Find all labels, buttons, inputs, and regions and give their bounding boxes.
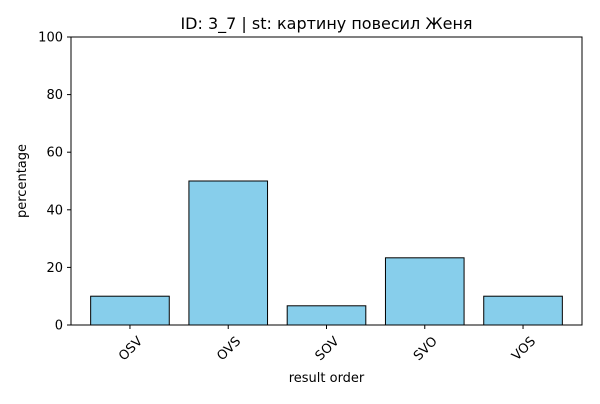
chart-title: ID: 3_7 | st: картину повесил Женя — [180, 14, 472, 34]
bars-group — [90, 180, 563, 326]
y-axis-ticks: 0 20 40 60 80 100 — [38, 31, 71, 334]
x-axis-label: result order — [289, 371, 365, 386]
bar-osv — [90, 295, 170, 326]
y-tick-label: 20 — [46, 261, 63, 276]
y-tick-label: 60 — [46, 146, 63, 161]
y-tick-label: 100 — [38, 31, 63, 46]
bar-svo — [384, 257, 465, 326]
bar-vos — [483, 295, 563, 326]
y-tick-label: 80 — [46, 88, 63, 103]
y-axis-label: percentage — [15, 144, 30, 218]
bar-sov — [286, 305, 367, 326]
y-tick-label: 40 — [46, 203, 63, 218]
bar-ovs — [188, 180, 269, 326]
plot-frame — [70, 36, 583, 326]
y-tick-label: 0 — [55, 319, 63, 334]
